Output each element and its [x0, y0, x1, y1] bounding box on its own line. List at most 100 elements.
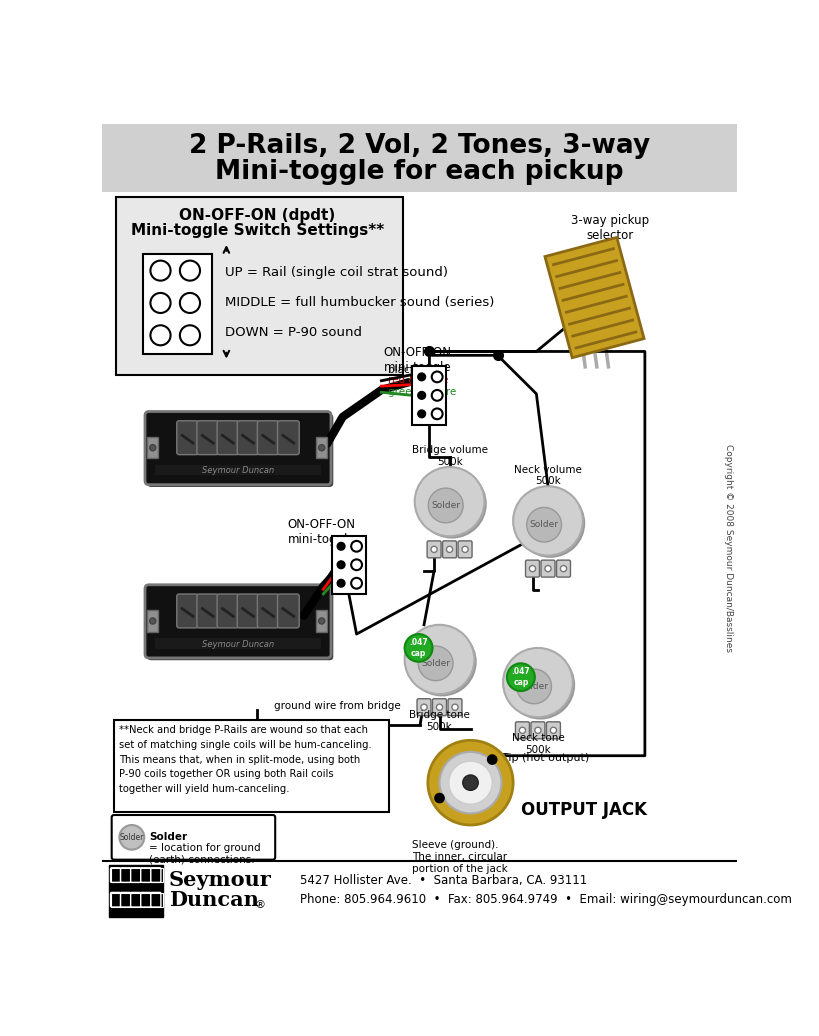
- FancyBboxPatch shape: [442, 541, 456, 557]
- FancyBboxPatch shape: [177, 421, 198, 455]
- Circle shape: [545, 566, 551, 572]
- Circle shape: [446, 546, 453, 552]
- Bar: [316, 610, 327, 632]
- FancyBboxPatch shape: [217, 594, 239, 628]
- Circle shape: [120, 825, 144, 850]
- Circle shape: [418, 410, 426, 418]
- Text: black: black: [387, 365, 415, 375]
- FancyBboxPatch shape: [278, 421, 299, 455]
- FancyBboxPatch shape: [448, 698, 462, 716]
- Text: 2 P-Rails, 2 Vol, 2 Tones, 3-way: 2 P-Rails, 2 Vol, 2 Tones, 3-way: [188, 133, 650, 159]
- Circle shape: [463, 775, 478, 790]
- Text: 3-way pickup
selector: 3-way pickup selector: [571, 214, 649, 242]
- Circle shape: [527, 508, 562, 542]
- Bar: [155, 465, 321, 476]
- Circle shape: [515, 489, 586, 557]
- FancyBboxPatch shape: [114, 720, 389, 812]
- Text: Bridge tone
500k: Bridge tone 500k: [409, 711, 470, 731]
- FancyBboxPatch shape: [111, 868, 120, 883]
- Text: Seymour Duncan: Seymour Duncan: [202, 466, 274, 476]
- FancyBboxPatch shape: [238, 421, 259, 455]
- FancyBboxPatch shape: [111, 815, 275, 860]
- Text: **Neck and bridge P-Rails are wound so that each
set of matching single coils wi: **Neck and bridge P-Rails are wound so t…: [120, 725, 372, 795]
- Text: Mini-toggle Switch Settings**: Mini-toggle Switch Settings**: [131, 223, 384, 238]
- Text: OUTPUT JACK: OUTPUT JACK: [521, 801, 647, 818]
- Circle shape: [418, 373, 426, 380]
- FancyBboxPatch shape: [116, 198, 403, 375]
- Circle shape: [421, 704, 427, 711]
- Text: Neck tone
500k: Neck tone 500k: [512, 733, 564, 755]
- Text: ®: ®: [254, 900, 265, 910]
- Circle shape: [319, 444, 325, 451]
- Circle shape: [417, 469, 486, 539]
- FancyBboxPatch shape: [111, 892, 120, 908]
- FancyBboxPatch shape: [278, 594, 299, 628]
- FancyBboxPatch shape: [541, 560, 555, 577]
- Circle shape: [535, 727, 541, 733]
- FancyBboxPatch shape: [557, 560, 571, 577]
- Circle shape: [319, 617, 325, 624]
- Bar: [111, 893, 163, 906]
- FancyBboxPatch shape: [177, 594, 198, 628]
- Text: Solder: Solder: [431, 501, 460, 510]
- Circle shape: [337, 543, 345, 550]
- FancyBboxPatch shape: [545, 237, 644, 357]
- Circle shape: [414, 467, 485, 537]
- Circle shape: [505, 651, 575, 720]
- Circle shape: [419, 646, 453, 681]
- FancyBboxPatch shape: [131, 892, 141, 908]
- Circle shape: [514, 486, 583, 555]
- Circle shape: [529, 566, 536, 572]
- Circle shape: [452, 704, 458, 711]
- FancyBboxPatch shape: [151, 868, 161, 883]
- Text: Phone: 805.964.9610  •  Fax: 805.964.9749  •  Email: wiring@seymourduncan.com: Phone: 805.964.9610 • Fax: 805.964.9749 …: [300, 893, 792, 906]
- Text: Mini-toggle for each pickup: Mini-toggle for each pickup: [215, 160, 623, 185]
- Text: .047
cap: .047 cap: [410, 638, 428, 658]
- Text: Solder: Solder: [421, 659, 450, 668]
- Circle shape: [507, 663, 535, 691]
- Text: Seymour Duncan: Seymour Duncan: [202, 639, 274, 649]
- FancyBboxPatch shape: [147, 587, 333, 660]
- Bar: [109, 865, 163, 918]
- Text: ON-OFF-ON
mini-toggle: ON-OFF-ON mini-toggle: [287, 518, 355, 546]
- FancyBboxPatch shape: [417, 698, 431, 716]
- FancyBboxPatch shape: [458, 541, 472, 557]
- FancyBboxPatch shape: [147, 413, 333, 487]
- FancyBboxPatch shape: [515, 722, 529, 739]
- FancyBboxPatch shape: [120, 868, 131, 883]
- Circle shape: [517, 669, 551, 703]
- FancyBboxPatch shape: [238, 594, 259, 628]
- Text: Solder: Solder: [120, 833, 144, 842]
- Circle shape: [418, 392, 426, 399]
- Circle shape: [337, 579, 345, 587]
- FancyBboxPatch shape: [427, 541, 441, 557]
- Text: ON-OFF-ON (dpdt): ON-OFF-ON (dpdt): [179, 207, 336, 223]
- FancyBboxPatch shape: [546, 722, 560, 739]
- Text: Seymour: Seymour: [169, 870, 272, 891]
- Bar: [102, 124, 737, 192]
- Text: Solder: Solder: [530, 520, 559, 529]
- Circle shape: [150, 617, 156, 624]
- Bar: [147, 437, 158, 459]
- Circle shape: [405, 634, 432, 662]
- FancyBboxPatch shape: [413, 366, 446, 425]
- FancyBboxPatch shape: [141, 892, 151, 908]
- Text: Solder: Solder: [519, 682, 549, 691]
- Text: Solder: Solder: [149, 832, 187, 842]
- Text: green & bare: green & bare: [387, 386, 456, 397]
- Text: Bridge volume
500k: Bridge volume 500k: [412, 445, 487, 467]
- Text: red & white: red & white: [387, 375, 448, 385]
- Text: .047
cap: .047 cap: [512, 667, 530, 687]
- Text: Duncan: Duncan: [169, 890, 259, 910]
- Text: ground wire from bridge: ground wire from bridge: [274, 700, 400, 711]
- Text: ON-OFF-ON
mini-toggle: ON-OFF-ON mini-toggle: [384, 346, 452, 374]
- Bar: [147, 610, 158, 632]
- Circle shape: [487, 755, 497, 765]
- Circle shape: [437, 704, 442, 711]
- Text: Tip (hot output): Tip (hot output): [501, 753, 589, 764]
- Circle shape: [503, 648, 572, 717]
- FancyBboxPatch shape: [120, 892, 131, 908]
- Circle shape: [431, 546, 437, 552]
- FancyBboxPatch shape: [526, 560, 540, 577]
- Circle shape: [337, 560, 345, 569]
